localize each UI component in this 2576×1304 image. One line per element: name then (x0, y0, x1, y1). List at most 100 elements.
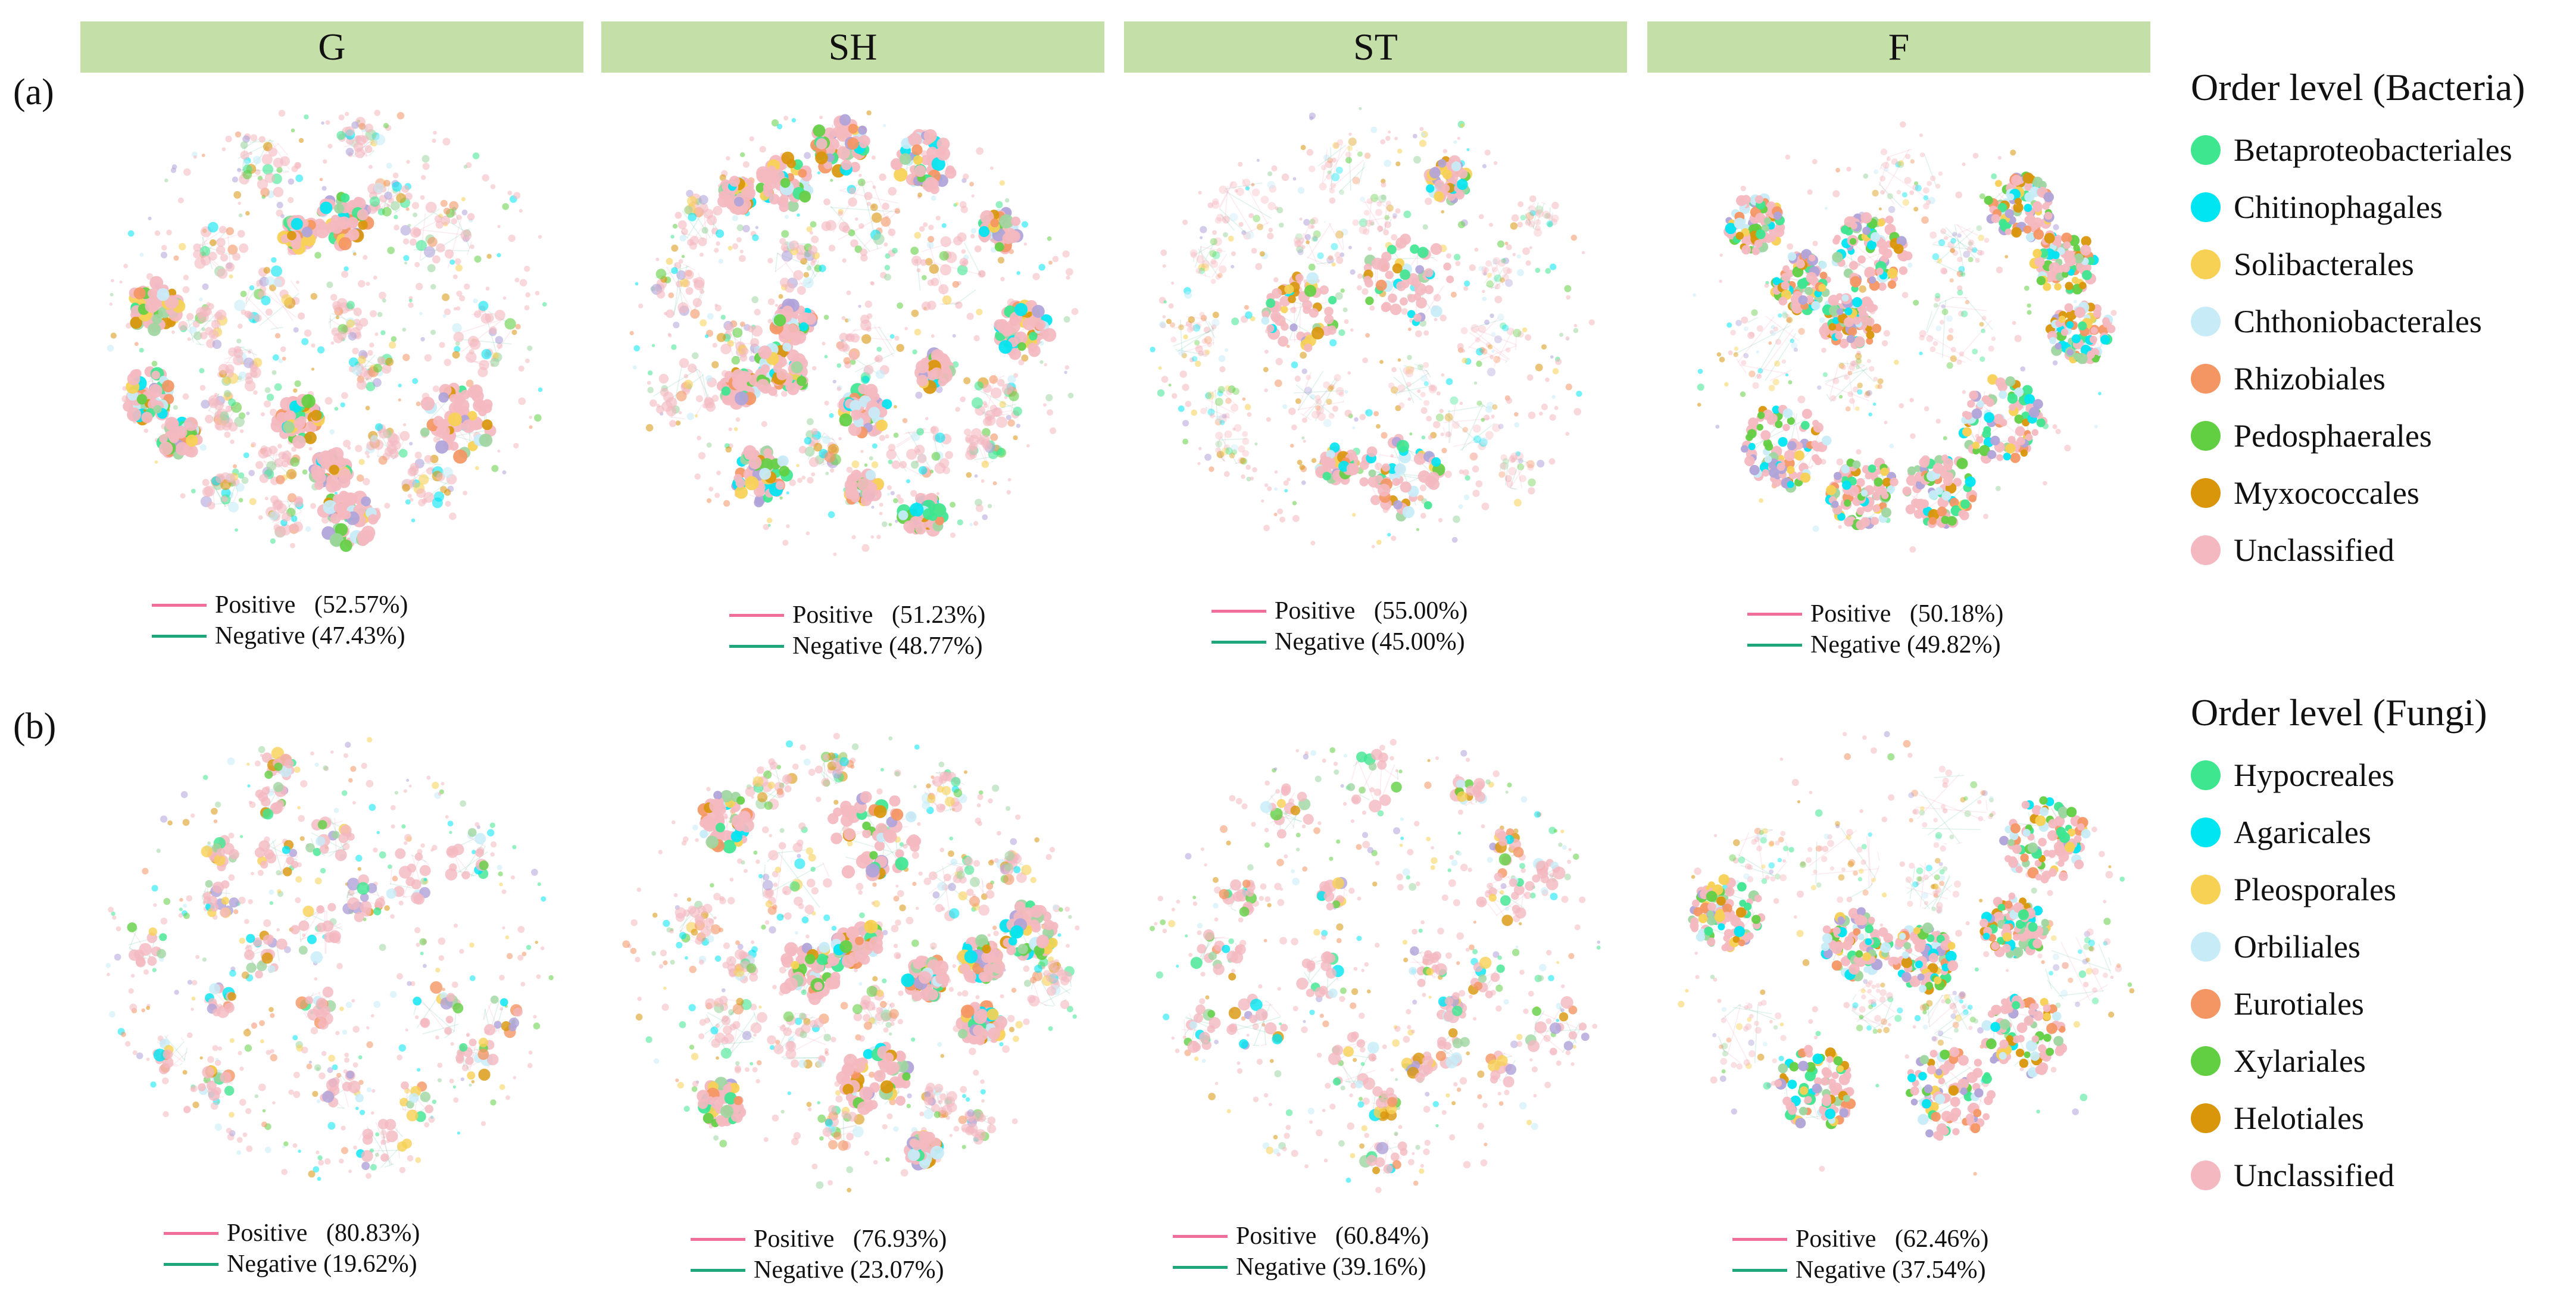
edge-line (1509, 458, 1522, 488)
node-dot (435, 440, 449, 454)
node-dot (226, 227, 234, 235)
node-dot (1314, 395, 1321, 401)
node-dot (879, 511, 883, 516)
node-dot (1564, 285, 1572, 292)
node-dot (1397, 358, 1401, 362)
node-dot (1347, 145, 1353, 151)
node-dot (420, 195, 425, 200)
node-dot (1279, 516, 1286, 523)
node-dot (1508, 467, 1517, 476)
node-dot (1225, 385, 1231, 391)
node-dot (227, 244, 238, 255)
node-dot (1324, 307, 1334, 316)
edge-line (1512, 457, 1528, 463)
node-dot (207, 501, 216, 510)
node-dot (1506, 244, 1512, 251)
node-dot (683, 379, 693, 389)
node-dot (439, 342, 445, 348)
node-dot (1216, 451, 1224, 458)
node-dot (685, 287, 694, 295)
edge-line (1376, 198, 1392, 213)
node-dot (1340, 288, 1345, 293)
node-dot (864, 300, 872, 308)
edge-line (1198, 243, 1214, 273)
node-dot (216, 474, 224, 483)
node-dot (1526, 460, 1535, 469)
node-dot (1501, 325, 1509, 332)
node-dot (1394, 136, 1398, 141)
node-dot (804, 313, 817, 325)
node-dot (224, 431, 231, 438)
node-dot (502, 470, 507, 475)
node-dot (778, 294, 783, 299)
node-dot (1309, 113, 1316, 120)
edge-line (270, 326, 283, 330)
node-dot (716, 229, 725, 238)
node-dot (171, 330, 175, 334)
node-dot (841, 316, 846, 320)
node-dot (1478, 442, 1487, 451)
node-dot (871, 506, 875, 509)
node-dot (1459, 401, 1463, 405)
header-f: F (1647, 21, 2150, 73)
node-dot (445, 501, 451, 507)
node-dot (1194, 340, 1200, 346)
node-dot (1191, 355, 1198, 362)
node-dot (1005, 198, 1010, 203)
node-dot (455, 264, 463, 272)
edge-line (1330, 147, 1332, 191)
node-dot (1413, 313, 1422, 322)
node-dot (2005, 443, 2016, 454)
node-dot (221, 495, 228, 503)
node-dot (1366, 198, 1373, 204)
node-dot (1301, 417, 1307, 423)
edge-line (1210, 415, 1230, 419)
node-dot (1158, 366, 1162, 370)
edge-line (1526, 202, 1535, 211)
node-dot (698, 237, 707, 247)
module-cluster (218, 345, 263, 392)
node-dot (928, 224, 934, 230)
node-dot (1331, 243, 1338, 251)
node-dot (1286, 344, 1290, 348)
node-dot (1972, 447, 1980, 455)
node-dot (1781, 359, 1786, 364)
node-dot (858, 223, 864, 229)
node-dot (389, 341, 396, 349)
node-dot (452, 274, 458, 279)
node-dot (1419, 139, 1427, 147)
node-dot (1229, 213, 1238, 222)
edge-line (878, 326, 882, 329)
node-dot (1819, 317, 1825, 323)
node-dot (1747, 332, 1755, 339)
node-dot (1529, 246, 1532, 249)
node-dot (1830, 395, 1837, 401)
node-dot (432, 255, 441, 264)
node-dot (257, 179, 268, 190)
node-dot (1016, 271, 1020, 275)
node-dot (374, 110, 380, 116)
node-dot (1362, 357, 1368, 364)
module-cluster (420, 382, 497, 464)
node-dot (1535, 363, 1543, 372)
node-dot (1331, 262, 1336, 267)
edge-line (1301, 233, 1305, 247)
node-dot (1491, 350, 1495, 353)
node-dot (1390, 454, 1394, 458)
node-dot (216, 309, 227, 320)
node-dot (386, 163, 392, 169)
node-dot (151, 370, 160, 380)
node-dot (250, 134, 258, 142)
node-dot (1282, 404, 1288, 409)
node-dot (1189, 325, 1196, 332)
node-dot (1195, 267, 1202, 274)
edge-line (1218, 388, 1231, 392)
node-dot (1374, 475, 1384, 484)
node-dot (1291, 361, 1298, 369)
node-dot (1475, 480, 1483, 488)
node-dot (688, 363, 697, 373)
node-dot (1395, 405, 1401, 411)
edge-line (991, 460, 994, 463)
node-dot (1279, 295, 1291, 307)
node-dot (894, 208, 901, 214)
